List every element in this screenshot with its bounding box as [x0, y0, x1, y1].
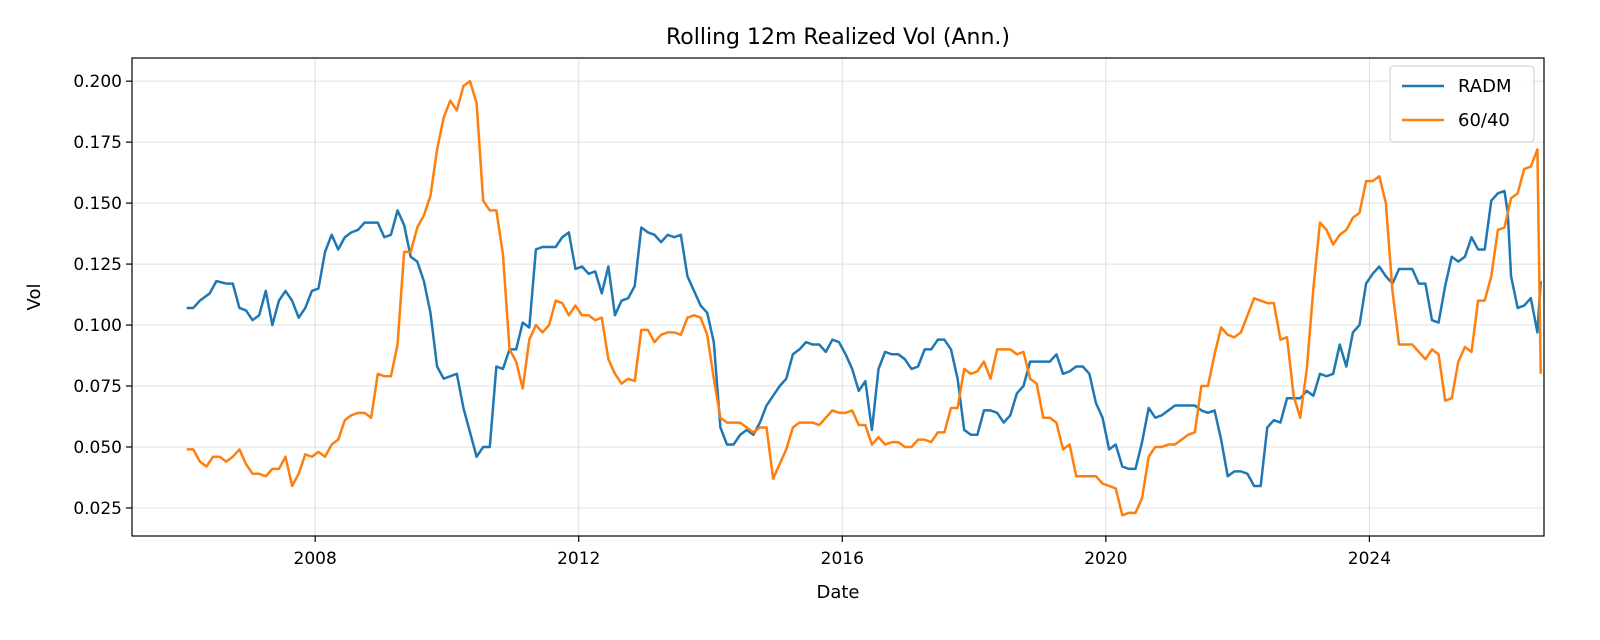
x-tick-label: 2024 — [1348, 549, 1391, 569]
x-tick-label: 2012 — [557, 549, 600, 569]
y-tick-label: 0.150 — [73, 194, 122, 214]
y-tick-label: 0.200 — [73, 72, 122, 92]
series-line-radm — [186, 189, 1542, 488]
x-tick-label: 2008 — [294, 549, 337, 569]
legend: RADM 60/40 — [1389, 65, 1535, 143]
x-tick-label: 2016 — [821, 549, 864, 569]
y-tick-label: 0.125 — [73, 255, 122, 275]
series-line-6040 — [186, 79, 1542, 517]
grid-layer — [132, 58, 1544, 536]
series-layer — [186, 79, 1542, 517]
legend-label-6040: 60/40 — [1458, 110, 1510, 131]
x-axis-title: Date — [816, 582, 859, 603]
legend-label-radm: RADM — [1458, 76, 1511, 97]
y-tick-label: 0.100 — [73, 316, 122, 336]
y-tick-label: 0.175 — [73, 133, 122, 153]
chart-title: Rolling 12m Realized Vol (Ann.) — [666, 25, 1010, 50]
plot-frame — [131, 57, 1545, 537]
y-tick-label: 0.075 — [73, 377, 122, 397]
x-tick-label: 2020 — [1084, 549, 1127, 569]
y-tick-label: 0.050 — [73, 438, 122, 458]
tick-layer: 0.025 0.050 0.075 0.100 0.125 0.150 0.175 0.200… — [73, 72, 1391, 569]
y-tick-label: 0.025 — [73, 499, 122, 519]
y-axis-title: Vol — [24, 284, 45, 311]
